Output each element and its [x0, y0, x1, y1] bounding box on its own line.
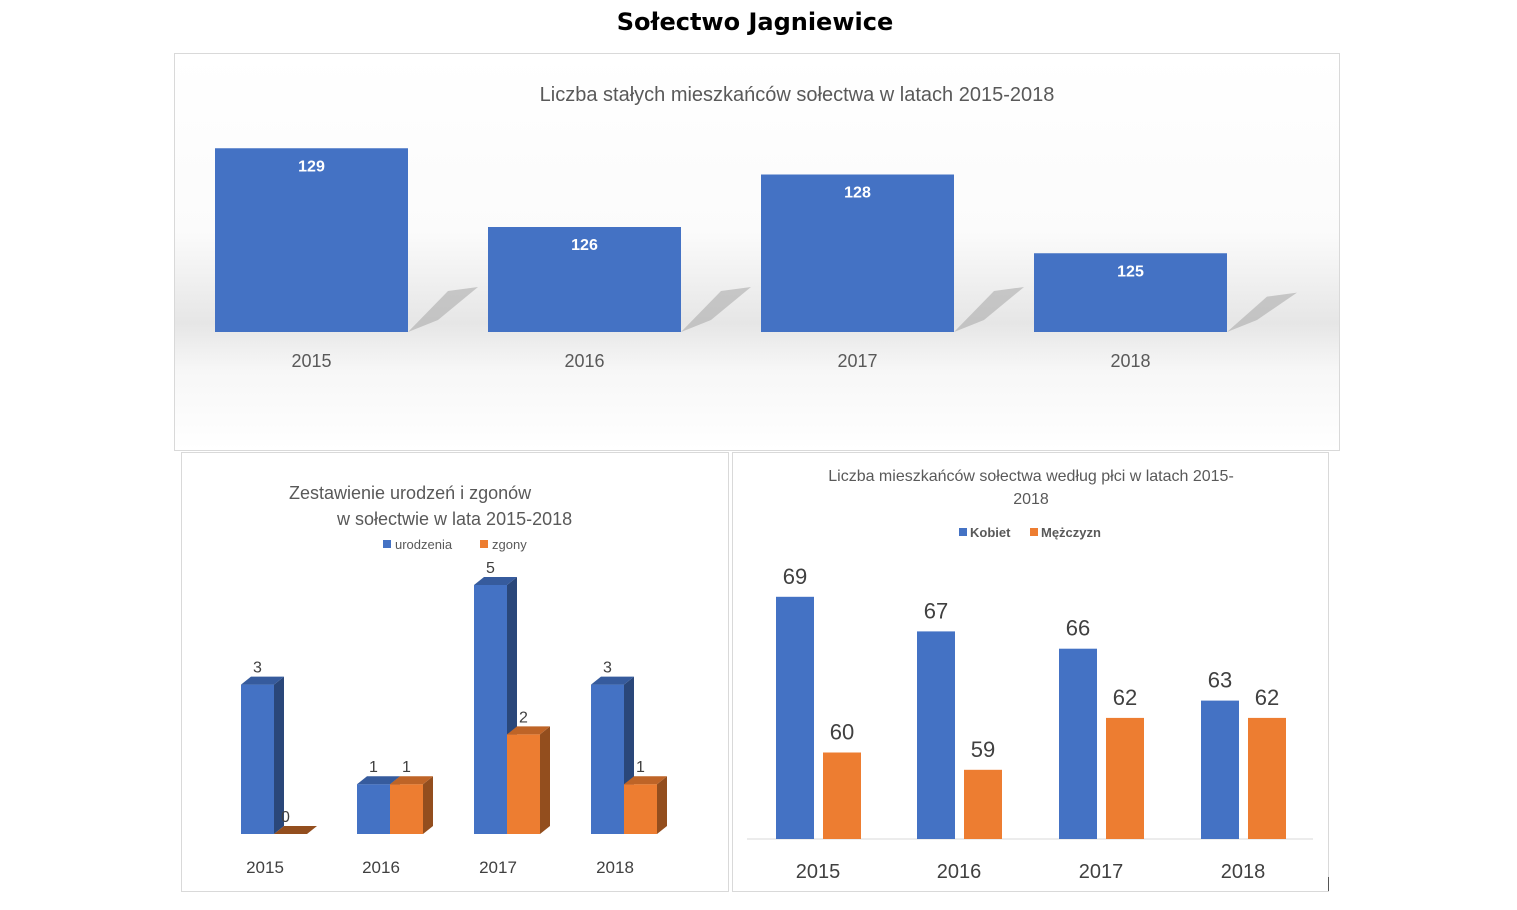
data-label: 3 [253, 660, 262, 677]
bar [1201, 700, 1239, 839]
category-label: 2018 [596, 858, 634, 877]
bar-shadow [408, 287, 478, 332]
category-label: 2015 [291, 351, 331, 371]
legend-swatch [383, 540, 391, 548]
bar [474, 585, 507, 834]
data-label: 0 [281, 809, 290, 826]
bar [917, 631, 955, 839]
bar-top [357, 776, 400, 785]
data-label: 63 [1208, 668, 1232, 693]
category-label: 2015 [246, 858, 284, 877]
data-label: 129 [298, 158, 325, 175]
bar [507, 734, 540, 834]
bar [823, 752, 861, 839]
bar [776, 596, 814, 839]
data-label: 1 [636, 759, 645, 776]
category-label: 2017 [1079, 861, 1124, 883]
bar-top [591, 676, 634, 685]
chart-title-line-1: Liczba mieszkańców sołectwa według płci … [828, 468, 1234, 485]
data-label: 67 [924, 598, 948, 623]
category-label: 2017 [479, 858, 517, 877]
legend-label: Mężczyzn [1041, 525, 1101, 540]
residents-bar-chart: Liczba stałych mieszkańców sołectwa w la… [215, 84, 1297, 371]
births-deaths-bar-chart: Zestawienie urodzeń i zgonów w sołectwie … [241, 483, 667, 877]
bar [1248, 717, 1286, 839]
data-label: 126 [571, 237, 598, 254]
bar-shadow [681, 287, 751, 332]
bar-side [540, 726, 550, 834]
bar [241, 684, 274, 834]
bar-side [274, 676, 284, 834]
text-cursor [1328, 877, 1329, 891]
bar-top [390, 776, 433, 785]
legend-swatch [959, 528, 967, 536]
bar-top [474, 577, 517, 585]
data-label: 5 [486, 560, 495, 577]
chart-title-line-2: 2018 [1013, 491, 1049, 508]
data-label: 62 [1255, 685, 1279, 710]
bar [964, 769, 1002, 839]
category-label: 2016 [564, 351, 604, 371]
category-label: 2018 [1110, 351, 1150, 371]
bar [488, 227, 681, 332]
chart-title-line-1: Zestawienie urodzeń i zgonów [289, 483, 532, 503]
bar [1059, 648, 1097, 839]
gender-bar-chart: Liczba mieszkańców sołectwa według płci … [747, 468, 1313, 883]
bar [1106, 717, 1144, 839]
page-title: Sołectwo Jagniewice [616, 8, 894, 36]
data-label: 2 [519, 709, 528, 726]
data-label: 59 [971, 737, 995, 762]
data-label: 3 [603, 660, 612, 677]
legend-label: Kobiet [970, 525, 1011, 540]
category-label: 2016 [362, 858, 400, 877]
legend-label: zgony [492, 537, 527, 552]
data-label: 128 [844, 185, 871, 202]
data-label: 66 [1066, 616, 1090, 641]
category-label: 2017 [837, 351, 877, 371]
data-label: 60 [830, 720, 854, 745]
bar-top [507, 726, 550, 735]
category-label: 2015 [796, 861, 841, 883]
bar [591, 684, 624, 834]
bar-side [657, 776, 667, 834]
chart-panel-gender[interactable]: Liczba mieszkańców sołectwa według płci … [732, 452, 1329, 892]
bar-side [423, 776, 433, 834]
legend-swatch [1030, 528, 1038, 536]
chart-panel-births-deaths[interactable]: Zestawienie urodzeń i zgonów w sołectwie … [181, 452, 729, 892]
bar [215, 148, 408, 332]
bar [624, 784, 657, 834]
data-label: 1 [402, 759, 411, 776]
data-label: 69 [783, 564, 807, 589]
bar-top [274, 826, 317, 834]
chart-panel-residents[interactable]: Liczba stałych mieszkańców sołectwa w la… [174, 53, 1340, 451]
legend-swatch [480, 540, 488, 548]
data-label: 1 [369, 759, 378, 776]
data-label: 62 [1113, 685, 1137, 710]
bar-shadow [954, 287, 1024, 332]
data-label: 125 [1117, 263, 1144, 280]
bar [1034, 253, 1227, 332]
bar-shadow [1227, 292, 1297, 332]
bar [357, 784, 390, 834]
category-label: 2018 [1221, 861, 1266, 883]
chart-title: Liczba stałych mieszkańców sołectwa w la… [540, 84, 1055, 106]
chart-title-line-2: w sołectwie w lata 2015-2018 [336, 509, 572, 529]
bar-top [624, 776, 667, 785]
bar [390, 784, 423, 834]
bar [761, 174, 954, 332]
legend-label: urodzenia [395, 537, 453, 552]
bar-top [241, 676, 284, 685]
category-label: 2016 [937, 861, 982, 883]
